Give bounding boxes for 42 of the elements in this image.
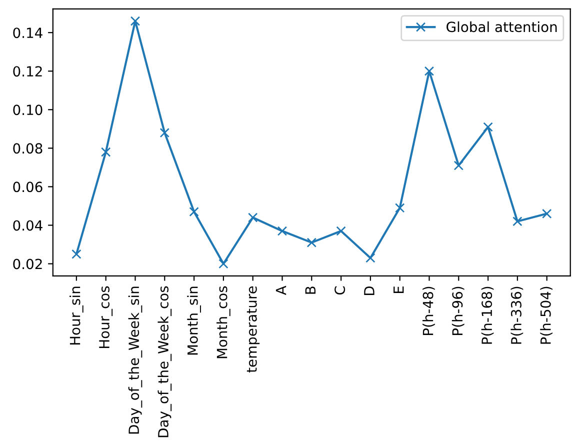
point: [100, 147, 111, 157]
x-tick-label: Day_of_the_Week_sin: [128, 286, 142, 434]
y-tick-label: 0.02: [13, 258, 42, 270]
point: [160, 128, 170, 138]
x-tick-label: P(h-48): [422, 286, 435, 335]
y-tick-label: 0.04: [13, 220, 42, 231]
point: [512, 216, 522, 226]
x-tick-label: E: [394, 286, 404, 294]
point: [366, 253, 376, 263]
point: [306, 238, 316, 248]
point: [189, 206, 199, 217]
x-tick-label: Day_of_the_Week_cos: [158, 286, 172, 438]
point: [130, 16, 140, 26]
y-tick-label: 0.08: [13, 143, 42, 154]
x-tick-label: Month_cos: [216, 286, 230, 358]
legend-label: Global attention: [446, 21, 557, 32]
x-tick-label: P(h-336): [510, 286, 524, 344]
point: [248, 212, 258, 222]
x-tick-label: P(h-504): [540, 286, 553, 344]
point: [277, 226, 288, 236]
x-tick-label: Hour_cos: [99, 286, 113, 348]
x-tick-label: Hour_sin: [70, 286, 84, 345]
point: [542, 208, 552, 219]
point: [483, 122, 493, 132]
x-tick-label: D: [364, 286, 374, 295]
x-tick-label: P(h-96): [452, 286, 464, 335]
x-tick-label: A: [276, 286, 286, 296]
point: [394, 203, 405, 213]
x-tick-label: C: [334, 286, 346, 295]
point: [72, 249, 82, 259]
x-tick-label: temperature: [246, 286, 260, 373]
point: [424, 66, 434, 76]
x-tick-label: P(h-168): [481, 286, 494, 344]
x-tick-label: B: [305, 286, 316, 294]
point: [336, 226, 346, 236]
y-tick-label: 0.12: [13, 66, 42, 77]
y-tick-label: 0.14: [13, 28, 42, 38]
point: [454, 160, 464, 170]
x-tick-label: Month_sin: [187, 286, 201, 355]
y-tick-label: 0.06: [13, 182, 42, 192]
point: [218, 258, 228, 269]
y-tick-label: 0.10: [13, 104, 42, 116]
